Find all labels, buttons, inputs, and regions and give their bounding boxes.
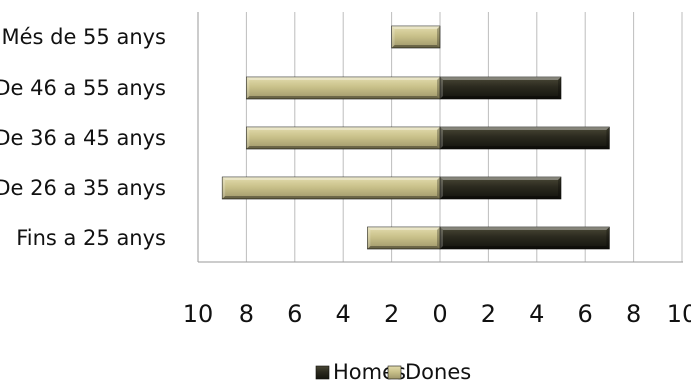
bar-dones bbox=[246, 126, 441, 150]
legend: Homes Dones bbox=[315, 360, 471, 384]
bar-dones bbox=[391, 25, 441, 49]
x-tick-label: 2 bbox=[481, 300, 496, 328]
legend-label: Dones bbox=[405, 360, 471, 384]
x-tick-label: 10 bbox=[667, 300, 691, 328]
legend-swatch bbox=[315, 365, 330, 380]
bar-dones bbox=[246, 76, 441, 100]
category-label: Fins a 25 anys bbox=[16, 226, 166, 250]
x-tick-label: 10 bbox=[183, 300, 214, 328]
category-label: De 36 a 45 anys bbox=[0, 126, 166, 150]
bar-homes bbox=[439, 126, 610, 150]
bar-homes bbox=[439, 76, 562, 100]
category-label: De 26 a 35 anys bbox=[0, 176, 166, 200]
category-labels: Fins a 25 anys De 26 a 35 anys De 36 a 45 … bbox=[0, 25, 166, 250]
x-tick-label: 4 bbox=[529, 300, 544, 328]
category-label: De 46 a 55 anys bbox=[0, 76, 166, 100]
bar-dones bbox=[367, 226, 441, 250]
bar-homes bbox=[439, 226, 610, 250]
x-tick-label: 6 bbox=[287, 300, 302, 328]
x-tick-label: 0 bbox=[432, 300, 447, 328]
bar-homes bbox=[439, 176, 562, 200]
category-label: Més de 55 anys bbox=[1, 25, 166, 49]
legend-item: Dones bbox=[387, 360, 471, 384]
x-tick-label: 8 bbox=[626, 300, 641, 328]
bars bbox=[221, 25, 610, 250]
x-tick-label: 8 bbox=[239, 300, 254, 328]
legend-swatch bbox=[387, 365, 402, 380]
x-tick-label: 2 bbox=[384, 300, 399, 328]
bar-dones bbox=[221, 176, 441, 200]
x-tick-label: 4 bbox=[336, 300, 351, 328]
x-tick-labels: 10 8 6 4 2 0 2 4 6 8 10 bbox=[183, 300, 691, 328]
x-tick-label: 6 bbox=[578, 300, 593, 328]
